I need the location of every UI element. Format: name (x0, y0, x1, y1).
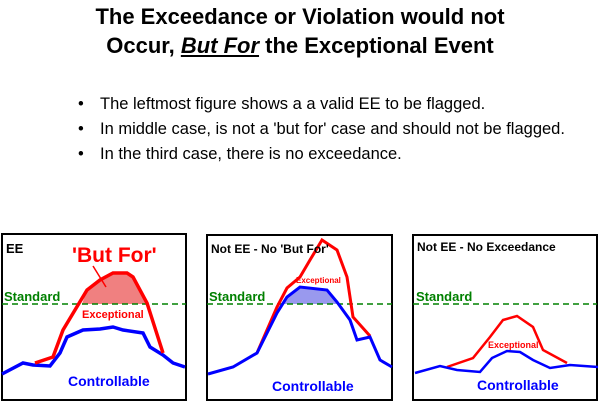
controllable-line (207, 285, 393, 376)
bullet-icon: • (78, 120, 84, 138)
bullet-item: • The leftmost figure shows a a valid EE … (78, 94, 588, 114)
bullet-icon: • (78, 145, 84, 163)
exceptional-label: Exceptional (296, 276, 341, 285)
panel-heading: Not EE - No Exceedance (417, 240, 556, 254)
panel-not-ee-no-exceedance: Not EE - No Exceedance Standard Exceptio… (412, 234, 599, 401)
controllable-label: Controllable (272, 378, 354, 394)
standard-label: Standard (209, 289, 265, 304)
panel-frame (206, 234, 393, 401)
bullet-item: • In the third case, there is no exceedan… (78, 144, 588, 164)
bullet-icon: • (78, 95, 84, 113)
bullet-list: • The leftmost figure shows a a valid EE … (78, 94, 588, 169)
slide-title-line1: The Exceedance or Violation would not (95, 4, 505, 29)
exceptional-line (255, 237, 372, 354)
exceptional-label: Exceptional (488, 340, 539, 350)
title-text: the Exceptional Event (259, 33, 494, 58)
controllable-line (1, 325, 186, 376)
panel-ee: EE 'But For' Standard Exceptional Contro… (1, 233, 187, 401)
exceptional-line (446, 314, 568, 369)
controllable-label: Controllable (68, 373, 150, 389)
standard-label: Standard (416, 289, 472, 304)
panel-heading: Not EE - No 'But For' (211, 242, 329, 256)
but-for-callout: 'But For' (72, 244, 157, 267)
slide-title-line2: Occur, But For the Exceptional Event (0, 33, 600, 59)
title-emphasis: But For (180, 33, 260, 58)
exceptional-label: Exceptional (82, 309, 144, 321)
bullet-text: The leftmost figure shows a a valid EE t… (100, 95, 486, 113)
bullet-item: • In middle case, is not a 'but for' case… (78, 119, 588, 139)
callout-pointer (92, 265, 107, 288)
panel-frame (1, 233, 187, 401)
title-text: Occur, (106, 33, 181, 58)
standard-label: Standard (4, 289, 60, 304)
bullet-text: In the third case, there is no exceedanc… (100, 145, 402, 163)
panel-not-ee-no-but-for: Not EE - No 'But For' Standard Exception… (206, 234, 393, 401)
exceptional-line (34, 271, 165, 365)
controllable-label: Controllable (477, 377, 559, 393)
bullet-text: In middle case, is not a 'but for' case … (100, 120, 565, 138)
panel-heading: EE (6, 241, 24, 256)
controllable-line (414, 349, 599, 375)
but-for-area (82, 273, 147, 304)
panel-frame (412, 234, 598, 401)
